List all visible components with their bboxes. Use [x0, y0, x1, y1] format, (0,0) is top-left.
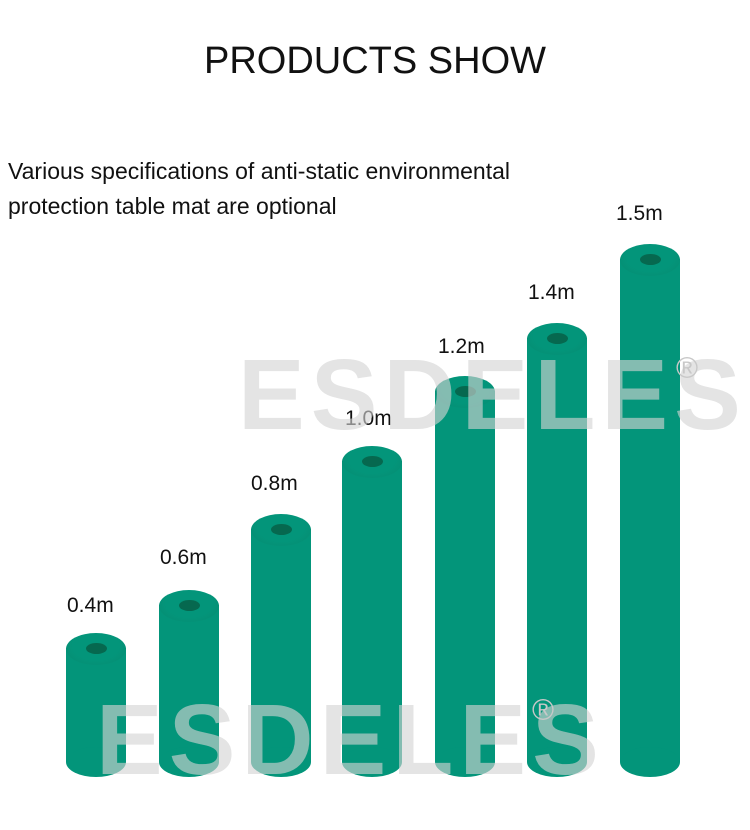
registered-trademark-icon: ®: [676, 352, 699, 385]
roll-core-hole: [86, 643, 107, 654]
roll-1-4m: [527, 323, 587, 777]
roll-0-8m: [251, 514, 311, 777]
roll-body: [435, 391, 495, 762]
roll-bottom: [66, 747, 126, 777]
page-title: PRODUCTS SHOW: [204, 40, 546, 82]
roll-core-hole: [179, 600, 200, 611]
roll-bottom: [159, 747, 219, 777]
roll-label-1-4m: 1.4m: [528, 281, 575, 304]
roll-1-2m: [435, 376, 495, 777]
roll-bottom: [251, 747, 311, 777]
roll-body: [66, 648, 126, 762]
roll-core-hole: [455, 386, 476, 397]
roll-body: [159, 605, 219, 762]
roll-bottom: [435, 747, 495, 777]
roll-label-0-8m: 0.8m: [251, 472, 298, 495]
roll-body: [342, 461, 402, 762]
roll-0-6m: [159, 590, 219, 777]
roll-bottom: [620, 747, 680, 777]
roll-core-hole: [640, 254, 661, 265]
roll-core-hole: [362, 456, 383, 467]
roll-core-hole: [271, 524, 292, 535]
roll-label-1-0m: 1.0m: [345, 407, 392, 430]
roll-bottom: [342, 747, 402, 777]
roll-1-5m: [620, 244, 680, 777]
roll-label-1-2m: 1.2m: [438, 335, 485, 358]
subtitle: Various specifications of anti-static en…: [8, 158, 510, 219]
roll-label-0-4m: 0.4m: [67, 594, 114, 617]
roll-body: [251, 529, 311, 762]
roll-core-hole: [547, 333, 568, 344]
roll-body: [527, 338, 587, 762]
roll-0-4m: [66, 633, 126, 777]
roll-bottom: [527, 747, 587, 777]
roll-label-1-5m: 1.5m: [616, 202, 663, 225]
roll-label-0-6m: 0.6m: [160, 546, 207, 569]
registered-trademark-icon: ®: [532, 694, 555, 727]
roll-1-0m: [342, 446, 402, 777]
roll-body: [620, 259, 680, 762]
